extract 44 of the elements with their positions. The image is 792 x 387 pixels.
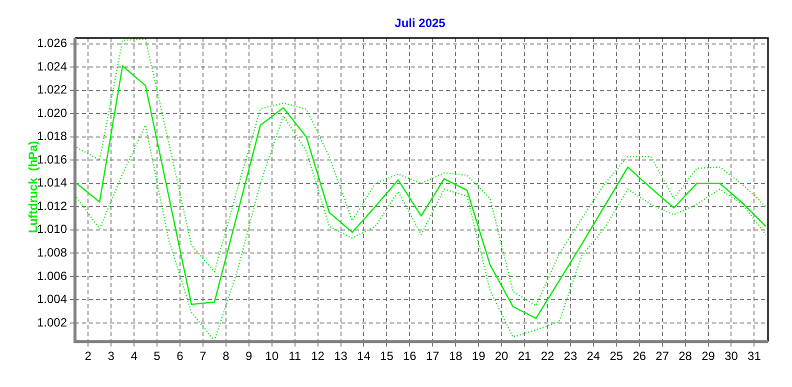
chart-title: Juli 2025 [394, 16, 446, 30]
x-tick-label: 25 [610, 349, 624, 364]
y-tick-label: 1.016 [36, 152, 68, 166]
x-tick-label: 23 [564, 349, 578, 364]
y-tick-label: 1.022 [36, 82, 68, 97]
x-tick-label: 30 [724, 349, 738, 364]
x-tick-label: 19 [472, 349, 486, 364]
y-tick-label: 1.026 [36, 36, 68, 50]
x-tick-label: 29 [702, 349, 716, 364]
x-tick-label: 2 [84, 349, 92, 364]
x-tick-label: 31 [748, 349, 762, 364]
y-tick-label: 1.004 [36, 292, 68, 306]
x-tick-label: 21 [518, 349, 532, 364]
x-tick-label: 4 [130, 349, 138, 364]
y-tick-label: 1.012 [36, 198, 68, 213]
x-tick-label: 28 [678, 349, 692, 364]
x-tick-label: 6 [176, 349, 184, 364]
y-tick-label: 1.008 [36, 246, 68, 260]
x-tick-label: 13 [334, 349, 348, 364]
y-tick-label: 1.006 [36, 268, 68, 283]
x-tick-label: 7 [200, 349, 207, 364]
x-tick-label: 17 [426, 349, 440, 364]
x-tick-label: 22 [540, 349, 554, 364]
y-tick-label: 1.002 [36, 315, 68, 330]
x-tick-label: 3 [108, 349, 115, 364]
x-tick-label: 5 [154, 349, 161, 364]
x-tick-label: 26 [632, 349, 646, 364]
y-tick-label: 1.014 [36, 176, 68, 190]
x-tick-label: 11 [288, 349, 302, 364]
x-tick-label: 15 [380, 349, 394, 364]
x-tick-label: 10 [265, 349, 279, 364]
y-tick-label: 1.018 [36, 129, 68, 144]
y-tick-label: 1.010 [36, 222, 68, 236]
y-tick-label: 1.024 [36, 59, 68, 74]
y-tick-label: 1.020 [36, 106, 68, 120]
x-tick-label: 12 [311, 349, 325, 364]
x-tick-label: 9 [246, 349, 253, 364]
x-tick-label: 18 [448, 349, 463, 364]
x-tick-label: 27 [656, 349, 670, 364]
x-tick-label: 20 [494, 349, 509, 364]
x-tick-label: 24 [586, 349, 600, 364]
x-tick-label: 8 [222, 349, 230, 364]
x-tick-label: 16 [402, 349, 417, 364]
x-tick-label: 14 [357, 349, 371, 364]
